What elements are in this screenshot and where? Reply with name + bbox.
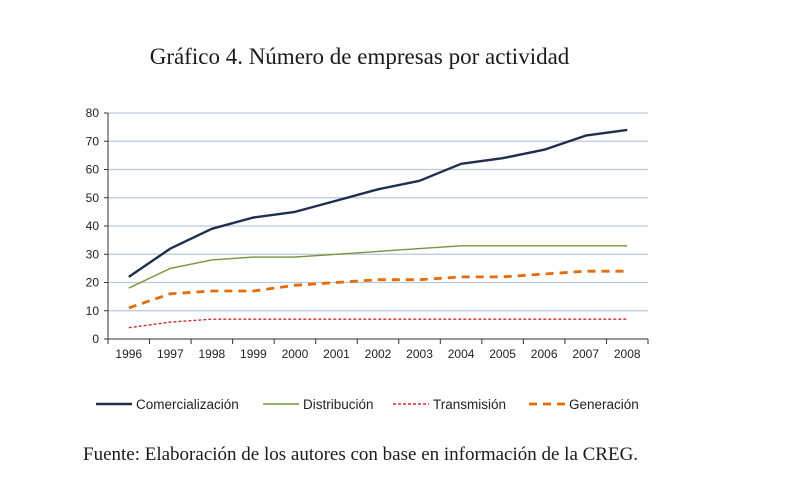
y-tick-label: 40 [86, 219, 100, 233]
x-tick-labels: 1996 1997 1998 1999 2000 2001 2002 2003 2004 2005… [115, 347, 640, 361]
y-tick-label: 30 [86, 247, 100, 261]
gridlines [108, 112, 648, 312]
x-tick-label: 2000 [282, 347, 309, 361]
legend: Comercialización Distribución Transmisión G… [96, 397, 639, 412]
series-lines [128, 128, 628, 329]
legend-label: Distribución [303, 397, 374, 412]
x-tick-label: 2008 [614, 347, 641, 361]
y-tick-label: 10 [86, 304, 100, 318]
y-tick-labels: 0 10 20 30 40 50 60 70 80 [86, 106, 100, 346]
legend-item: Distribución [263, 397, 374, 412]
y-tick-label: 20 [86, 276, 100, 290]
chart-title-text: Gráfico 4. Número de empresas por activi… [149, 44, 570, 69]
y-tick-label: 50 [86, 191, 100, 205]
legend-label: Transmisión [433, 397, 506, 412]
x-tick-label: 1997 [157, 347, 184, 361]
legend-label: Comercialización [136, 397, 239, 412]
legend-item: Transmisión [393, 397, 506, 412]
x-tick-label: 2006 [531, 347, 558, 361]
chart-title: Gráfico 4. Número de empresas por activi… [0, 44, 791, 70]
series-line-distribucion [128, 245, 628, 289]
x-tick-label: 1998 [198, 347, 225, 361]
x-tick-label: 2005 [489, 347, 516, 361]
series-line-comercializacion [128, 128, 628, 278]
legend-label: Generación [569, 397, 639, 412]
y-tick-label: 70 [86, 134, 100, 148]
x-tick-label: 1996 [115, 347, 142, 361]
y-tick-label: 80 [86, 106, 100, 120]
axes [104, 112, 649, 344]
y-tick-label: 0 [92, 332, 99, 346]
x-tick-label: 2002 [365, 347, 392, 361]
x-tick-label: 2007 [572, 347, 599, 361]
x-tick-label: 1999 [240, 347, 267, 361]
x-tick-label: 2003 [406, 347, 433, 361]
source-note: Fuente: Elaboración de los autores con b… [83, 444, 639, 465]
series-line-transmision [128, 318, 628, 329]
x-tick-label: 2004 [448, 347, 475, 361]
x-tick-label: 2001 [323, 347, 350, 361]
series-line-generacion [128, 269, 628, 310]
legend-item: Generación [529, 397, 639, 412]
y-tick-label: 60 [86, 163, 100, 177]
legend-item: Comercialización [96, 397, 239, 412]
